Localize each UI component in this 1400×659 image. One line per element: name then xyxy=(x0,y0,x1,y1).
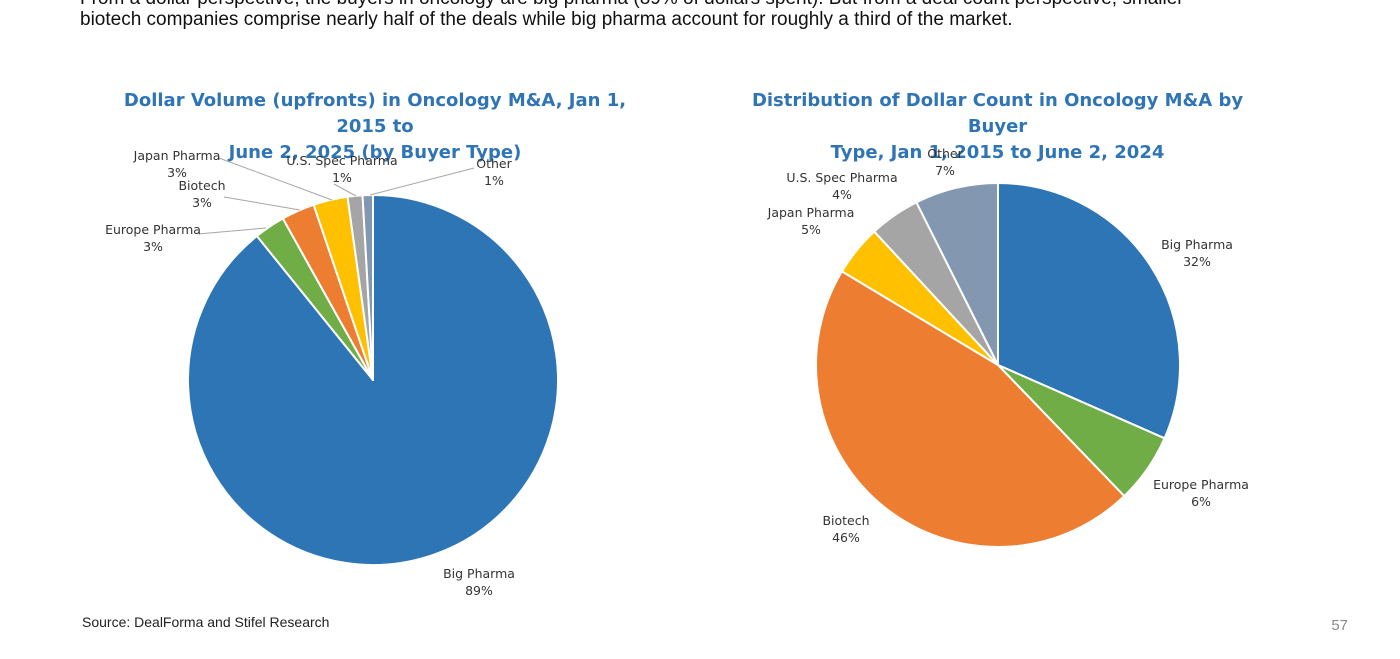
pie-slice-biotech xyxy=(815,270,1126,548)
chart-2-title-line-1: Distribution of Dollar Count in Oncology… xyxy=(751,90,1244,137)
data-label-percent-u-s-spec-pharma: 4% xyxy=(832,187,852,202)
data-label-percent-europe-pharma: 3% xyxy=(143,239,163,254)
intro-line-2: biotech companies comprise nearly half o… xyxy=(80,9,1013,30)
chart-2-title-line-2: Type, Jan 1, 2015 to June 2, 2024 xyxy=(830,142,1165,163)
data-label-percent-big-pharma: 89% xyxy=(465,583,493,598)
pie-slice-other xyxy=(915,182,999,366)
data-label-percent-other: 7% xyxy=(935,163,955,178)
pie-slice-big-pharma xyxy=(997,182,1181,440)
chart-1-title-line-2: June 2, 2025 (by Buyer Type) xyxy=(228,142,522,163)
data-label-name-big-pharma: Big Pharma xyxy=(1161,237,1233,252)
leader-line-japan-pharma xyxy=(218,157,333,201)
data-label-name-europe-pharma: Europe Pharma xyxy=(105,222,201,237)
intro-text: From a dollar perspective, the buyers in… xyxy=(80,0,1340,30)
chart-2-title: Distribution of Dollar Count in Oncology… xyxy=(735,88,1260,166)
data-label-percent-biotech: 3% xyxy=(192,195,212,210)
leader-line-biotech xyxy=(223,196,301,211)
data-label-name-japan-pharma: Japan Pharma xyxy=(767,205,855,220)
data-label-percent-other: 1% xyxy=(484,173,504,188)
leader-line-other xyxy=(369,167,475,196)
chart-1-title-line-1: Dollar Volume (upfronts) in Oncology M&A… xyxy=(123,90,627,137)
data-label-percent-japan-pharma: 5% xyxy=(801,222,821,237)
intro-line-1: From a dollar perspective, the buyers in… xyxy=(80,0,1340,9)
data-label-name-japan-pharma: Japan Pharma xyxy=(133,148,221,163)
chart-1-title: Dollar Volume (upfronts) in Oncology M&A… xyxy=(105,88,645,166)
data-label-name-europe-pharma: Europe Pharma xyxy=(1153,477,1249,492)
data-label-name-biotech: Biotech xyxy=(178,178,225,193)
data-label-percent-japan-pharma: 3% xyxy=(167,165,187,180)
data-label-name-other: Other xyxy=(476,156,512,171)
data-label-name-u-s-spec-pharma: U.S. Spec Pharma xyxy=(786,170,897,185)
leader-line-u-s-spec-pharma xyxy=(333,183,357,197)
page-number: 57 xyxy=(1331,617,1348,634)
data-label-name-other: Other xyxy=(927,146,963,161)
source-note: Source: DealForma and Stifel Research xyxy=(82,614,330,630)
data-label-name-biotech: Biotech xyxy=(822,513,869,528)
pie-slice-other xyxy=(361,194,374,381)
data-label-name-u-s-spec-pharma: U.S. Spec Pharma xyxy=(286,153,397,168)
data-label-name-big-pharma: Big Pharma xyxy=(443,566,515,581)
pie-slices xyxy=(187,194,559,566)
data-label-percent-biotech: 46% xyxy=(832,530,860,545)
data-label-percent-europe-pharma: 6% xyxy=(1191,494,1211,509)
data-label-percent-big-pharma: 32% xyxy=(1183,254,1211,269)
data-label-percent-u-s-spec-pharma: 1% xyxy=(332,170,352,185)
leader-line-europe-pharma xyxy=(197,227,267,235)
pie-slices xyxy=(815,182,1181,548)
